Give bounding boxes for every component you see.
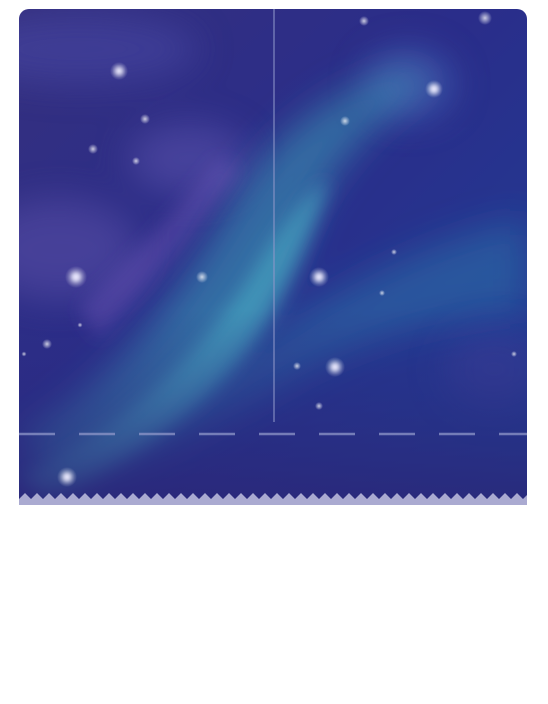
zigzag-edge (19, 493, 527, 505)
aurora-illustration (19, 9, 527, 505)
stars (21, 11, 517, 487)
horizon-shade (19, 309, 527, 505)
aurora-card (19, 9, 527, 505)
